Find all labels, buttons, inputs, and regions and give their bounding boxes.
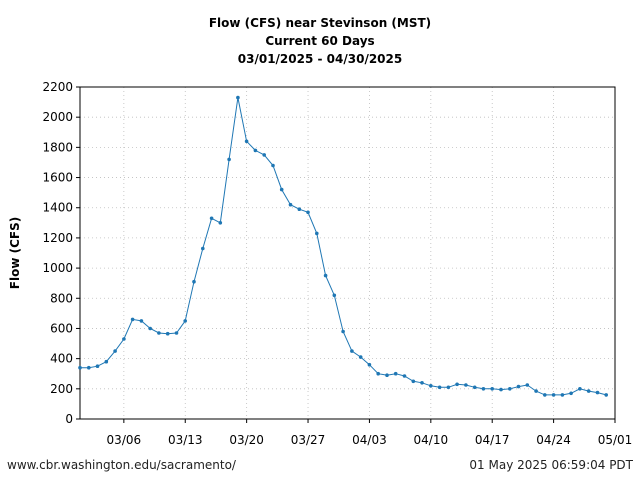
generated-timestamp: 01 May 2025 06:59:04 PDT — [469, 458, 633, 472]
data-point — [490, 387, 495, 391]
x-tick-label: 04/24 — [536, 433, 571, 447]
data-point — [481, 387, 486, 391]
data-point — [165, 331, 170, 336]
data-point — [411, 379, 416, 384]
chart-subtitle: Current 60 Days — [265, 34, 375, 48]
data-point — [227, 157, 231, 162]
data-point — [148, 326, 152, 331]
data-point — [525, 383, 530, 387]
data-point — [139, 319, 144, 323]
x-tick-label: 03/06 — [107, 433, 142, 447]
data-point — [472, 385, 477, 390]
data-point — [569, 391, 573, 396]
y-tick-label: 1400 — [42, 201, 73, 215]
y-tick-label: 800 — [50, 291, 73, 305]
data-point — [595, 390, 600, 395]
data-point — [87, 365, 91, 370]
data-point — [323, 273, 328, 278]
series-line-flow — [80, 97, 607, 396]
chart-date-range: 03/01/2025 - 04/30/2025 — [237, 52, 403, 66]
data-point — [543, 393, 547, 397]
data-point — [315, 231, 319, 236]
data-point — [516, 384, 521, 389]
data-point — [367, 362, 372, 367]
y-tick-label: 1800 — [42, 140, 73, 154]
data-point — [122, 337, 126, 341]
y-tick-label: 400 — [50, 352, 73, 366]
data-point — [455, 382, 459, 387]
x-tick-label: 04/10 — [414, 433, 449, 447]
grid — [80, 87, 615, 419]
data-point — [253, 148, 258, 153]
data-point — [376, 371, 381, 376]
plot-area — [79, 86, 616, 420]
data-point — [236, 95, 240, 100]
data-point — [358, 355, 363, 359]
data-point — [508, 387, 512, 391]
x-tick-label: 04/17 — [475, 433, 510, 447]
data-point — [262, 153, 267, 157]
data-point — [420, 381, 424, 385]
y-tick-label: 2200 — [42, 80, 73, 94]
x-tick-label: 05/01 — [598, 433, 633, 447]
data-point — [306, 210, 310, 215]
data-point — [244, 139, 249, 144]
data-point — [113, 349, 117, 353]
x-tick-label: 03/27 — [291, 433, 326, 447]
data-point — [297, 207, 302, 211]
data-point — [429, 384, 433, 388]
data-point — [192, 279, 196, 284]
data-point — [393, 371, 398, 376]
data-point — [104, 359, 109, 364]
x-tick-label: 04/03 — [352, 433, 387, 447]
data-point — [271, 163, 275, 168]
data-point — [578, 387, 582, 391]
data-point — [183, 319, 187, 323]
y-tick-label: 1600 — [42, 171, 73, 185]
data-point — [78, 365, 82, 370]
y-tick-label: 200 — [50, 382, 73, 396]
data-point — [437, 385, 442, 390]
data-point — [218, 221, 223, 225]
source-url: www.cbr.washington.edu/sacramento/ — [7, 458, 236, 472]
data-point — [279, 187, 284, 192]
data-point — [499, 387, 503, 392]
data-point — [551, 393, 556, 397]
data-point — [201, 246, 205, 251]
x-axis: 03/06 03/13 03/20 03/27 04/03 04/10 04/17 04/24… — [107, 419, 633, 447]
chart-title: Flow (CFS) near Stevinson (MST) — [208, 16, 432, 30]
y-tick-label: 600 — [50, 321, 73, 335]
series-points — [78, 95, 608, 397]
data-point — [350, 349, 354, 353]
y-tick-label: 0 — [65, 412, 73, 426]
data-point — [586, 389, 591, 393]
data-point — [130, 317, 135, 322]
data-point — [288, 202, 293, 207]
data-point — [332, 293, 337, 298]
data-point — [209, 216, 214, 221]
data-point — [446, 385, 451, 390]
x-tick-label: 03/13 — [168, 433, 203, 447]
y-tick-label: 1000 — [42, 261, 73, 275]
data-point — [604, 393, 608, 397]
x-tick-label: 03/20 — [229, 433, 264, 447]
data-point — [341, 329, 345, 334]
data-point — [157, 331, 161, 335]
y-tick-label: 2000 — [42, 110, 73, 124]
data-point — [402, 374, 407, 378]
y-tick-label: 1200 — [42, 231, 73, 245]
data-point — [560, 393, 565, 397]
y-axis: 0 200 400 600 800 1000 1200 1400 1600 1800 2000 220… — [42, 80, 80, 426]
data-point — [385, 373, 389, 378]
y-axis-label: Flow (CFS) — [8, 217, 22, 289]
data-point — [464, 383, 468, 387]
data-point — [534, 389, 538, 393]
data-point — [174, 331, 179, 335]
data-point — [95, 364, 100, 369]
